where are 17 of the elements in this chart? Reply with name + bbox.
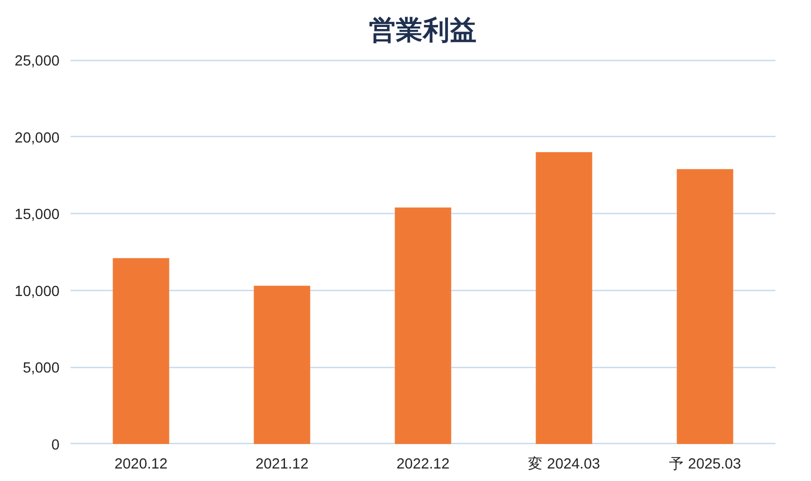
y-tick-label: 15,000: [14, 207, 60, 224]
x-tick-label: 2021.12: [256, 456, 308, 472]
y-tick-label: 5,000: [22, 360, 60, 377]
x-tick-label: 変 2024.03: [528, 456, 600, 472]
y-tick-label: 20,000: [14, 130, 60, 146]
bar: [254, 286, 310, 444]
bar: [536, 152, 592, 444]
x-tick-label: 2020.12: [114, 456, 168, 472]
x-tick-label: 2022.12: [396, 456, 450, 472]
y-tick-label: 10,000: [14, 284, 60, 300]
bar: [394, 207, 452, 444]
y-tick-label: 0: [51, 437, 60, 454]
bar: [112, 258, 170, 444]
chart-title: 営業利益: [369, 15, 477, 46]
y-tick-label: 25,000: [14, 54, 60, 70]
x-tick-label: 予 2025.03: [668, 456, 742, 472]
bar: [676, 169, 734, 444]
